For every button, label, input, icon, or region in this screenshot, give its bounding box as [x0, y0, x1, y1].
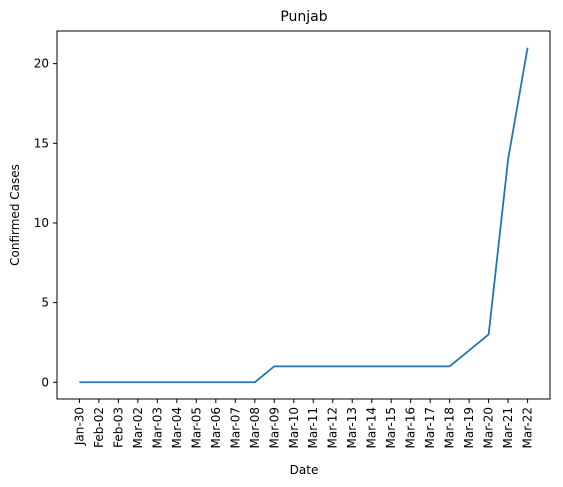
y-tick-label: 10: [34, 216, 49, 230]
x-tick-label: Mar-12: [326, 407, 340, 448]
x-tick-label: Mar-04: [170, 407, 184, 448]
x-tick-label: Mar-09: [267, 407, 281, 448]
x-tick-label: Mar-06: [209, 407, 223, 448]
y-tick-label: 15: [34, 136, 49, 150]
x-tick-label: Mar-10: [287, 407, 301, 448]
x-axis-ticks: Jan-30 Feb-02 Feb-03 Mar-02 Mar-03 Mar-04 Mar-…: [72, 399, 535, 448]
x-tick-label: Jan-30: [72, 407, 86, 446]
x-tick-label: Mar-07: [228, 407, 242, 448]
series-line-0: [79, 47, 529, 384]
x-tick-label: Mar-20: [482, 407, 496, 448]
series-group: [79, 47, 529, 384]
x-tick-label: Mar-05: [189, 407, 203, 448]
x-tick-label: Feb-02: [92, 407, 106, 448]
x-tick-label: Mar-16: [404, 407, 418, 448]
x-tick-label: Mar-11: [306, 407, 320, 448]
x-tick-label: Mar-21: [501, 407, 515, 448]
y-tick-label: 0: [41, 375, 49, 389]
axes-frame: [56, 30, 551, 400]
x-tick-label: Mar-17: [423, 407, 437, 448]
x-tick-label: Mar-08: [248, 407, 262, 448]
y-axis-ticks: 0 5 10 15 20: [34, 57, 57, 389]
x-tick-label: Mar-03: [150, 407, 164, 448]
y-axis-label: Confirmed Cases: [8, 164, 22, 266]
x-tick-label: Feb-03: [111, 407, 125, 448]
x-tick-label: Mar-22: [521, 407, 535, 448]
x-tick-label: Mar-13: [345, 407, 359, 448]
x-axis-label: Date: [290, 463, 319, 477]
chart-title: Punjab: [280, 9, 327, 25]
x-tick-label: Mar-19: [462, 407, 476, 448]
y-tick-label: 5: [41, 296, 49, 310]
x-tick-label: Mar-14: [365, 407, 379, 448]
x-tick-label: Mar-02: [131, 407, 145, 448]
y-tick-label: 20: [34, 57, 49, 71]
x-tick-label: Mar-15: [384, 407, 398, 448]
x-tick-label: Mar-18: [443, 407, 457, 448]
